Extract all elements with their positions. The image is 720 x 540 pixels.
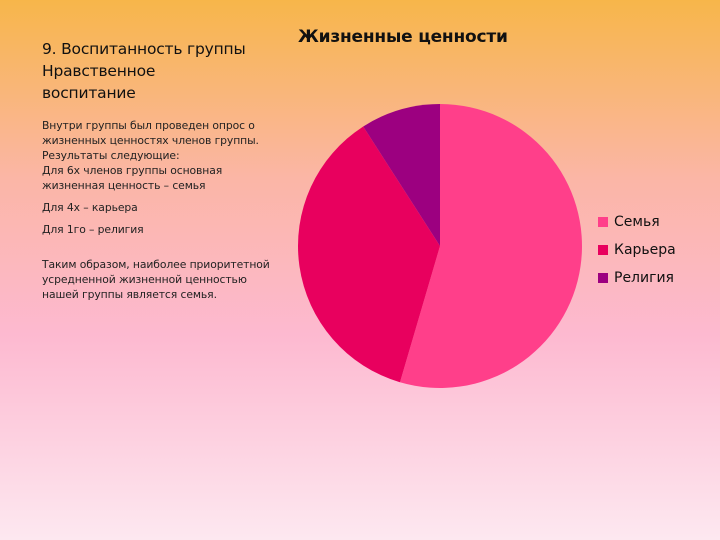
legend-label: Религия [614,270,674,286]
body-paragraph-conclusion: Таким образом, наиболее приоритетной уср… [42,258,270,301]
pie-slice-1 [399,104,582,388]
heading-line-3: воспитание [42,84,136,102]
legend-label: Семья [614,214,660,230]
chart-legend: Семья Карьера Религия [598,208,676,292]
heading-line-1: 9. Воспитанность группы [42,40,246,58]
body-paragraph-career: Для 4х – карьера [42,201,138,214]
body-paragraph-survey: Внутри группы был проведен опрос о жизне… [42,119,259,162]
pie-slice-3 [363,104,440,246]
legend-item-1: Семья [598,208,676,236]
slide-body: Внутри группы был проведен опрос о жизне… [42,118,282,302]
legend-item-3: Религия [598,264,676,292]
legend-item-2: Карьера [598,236,676,264]
legend-swatch [598,217,608,227]
legend-swatch [598,245,608,255]
body-paragraph-religion: Для 1го – религия [42,223,144,236]
pie-slice-2 [297,126,440,383]
body-paragraph-family: Для 6х членов группы основная жизненная … [42,164,223,192]
legend-swatch [598,273,608,283]
legend-label: Карьера [614,242,676,258]
heading-line-2: Нравственное [42,62,156,80]
slide-heading: 9. Воспитанность группы Нравственное вос… [42,38,282,104]
chart-title: Жизненные ценности [298,27,508,47]
